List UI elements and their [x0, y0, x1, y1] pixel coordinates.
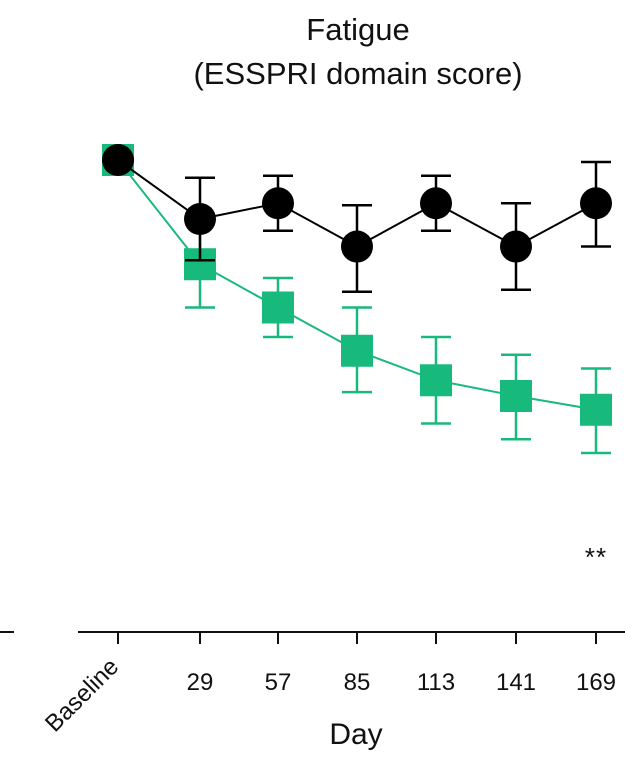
x-axis: Baseline 29 57 85 113 141 169	[0, 631, 625, 737]
x-tick-label: 113	[417, 669, 455, 696]
x-tick-label: 169	[576, 669, 616, 696]
chart-title: Fatigue	[306, 12, 409, 47]
x-tick-label: 29	[187, 669, 214, 696]
data-point	[500, 230, 532, 263]
data-point	[102, 144, 134, 176]
series-circle	[102, 144, 612, 294]
x-tick-label: 141	[496, 669, 536, 696]
significance-annotation: **	[585, 542, 607, 572]
x-tick-label: Baseline	[40, 653, 124, 737]
data-point	[420, 187, 452, 220]
chart-subtitle: (ESSPRI domain score)	[193, 56, 522, 91]
data-point	[580, 187, 612, 220]
data-point	[262, 187, 294, 220]
x-axis-title: Day	[329, 718, 382, 751]
data-point	[580, 393, 612, 426]
data-point	[341, 230, 373, 263]
data-point	[341, 334, 373, 367]
series-layer	[102, 144, 612, 455]
x-tick-label: 85	[344, 669, 371, 696]
data-point	[262, 291, 294, 324]
data-point	[420, 364, 452, 397]
data-point	[500, 380, 532, 412]
annotation-layer: **	[585, 542, 607, 572]
series-square	[102, 144, 612, 455]
x-tick-label: 57	[265, 669, 292, 696]
data-point	[184, 203, 216, 235]
